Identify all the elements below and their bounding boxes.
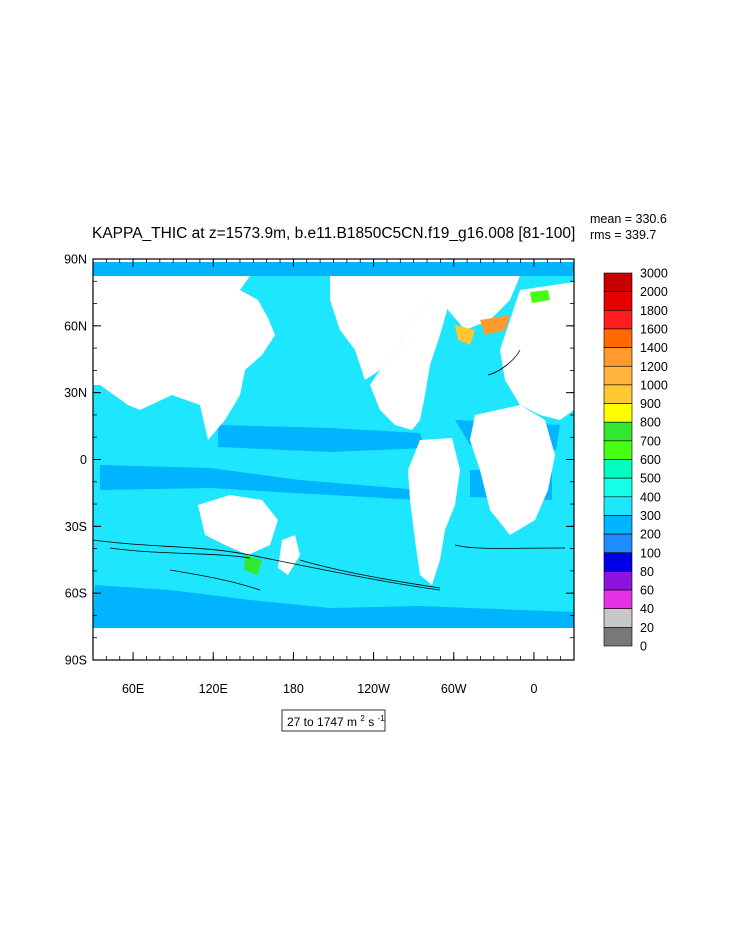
hotspot-nordic: [530, 290, 550, 303]
y-axis: 90N 60N 30N 0 30S 60S 90S: [64, 253, 574, 668]
colorbar-swatch: [603, 365, 633, 386]
colorbar-swatch: [603, 328, 633, 348]
field-band-arctic: [93, 262, 574, 276]
colorbar-label: 400: [640, 490, 661, 504]
field-band-southern-ocean: [93, 585, 574, 628]
y-tick-label: 90S: [65, 654, 87, 668]
contours: [93, 349, 566, 591]
colorbar-label: 40: [640, 602, 654, 616]
field-band-south-equatorial: [100, 465, 420, 500]
colorbar-label: 800: [640, 416, 661, 430]
colorbar-swatch: [603, 347, 633, 367]
y-tick-label: 90N: [64, 253, 87, 267]
rms-stat: rms = 339.7: [590, 228, 656, 242]
colorbar-swatch: [603, 309, 633, 330]
colorbar-swatch: [603, 384, 633, 404]
colorbar-label: 300: [640, 509, 661, 523]
x-tick-label: 120E: [199, 682, 228, 696]
colorbar-label: 500: [640, 472, 661, 486]
colorbar-label: 2000: [640, 285, 668, 299]
land: [93, 276, 574, 660]
x-tick-label: 60W: [441, 682, 467, 696]
colorbar-label: 100: [640, 546, 661, 560]
colorbar-label: 60: [640, 584, 654, 598]
colorbar-label: 3000: [640, 267, 668, 281]
mean-stat: mean = 330.6: [590, 212, 667, 226]
colorbar-swatch: [603, 571, 633, 591]
colorbar-swatch: [603, 589, 633, 609]
x-tick-label: 0: [530, 682, 537, 696]
range-label-sup1: 2: [360, 714, 365, 723]
range-label: 27 to 1747 m 2 s -1: [281, 709, 386, 732]
y-tick-label: 60S: [65, 587, 87, 601]
x-axis: 60E 120E 180 120W 60W 0: [92, 259, 575, 696]
colorbar-label: 1600: [640, 322, 668, 336]
colorbar-label: 0: [640, 640, 647, 654]
range-label-mid: s: [368, 715, 374, 729]
colorbar-swatch: [603, 291, 633, 311]
map-panel: [92, 258, 575, 661]
colorbar-swatch: [603, 533, 633, 554]
colorbar-swatch: [603, 496, 633, 516]
x-tick-label: 180: [283, 682, 304, 696]
colorbar-label: 1800: [640, 304, 668, 318]
y-tick-label: 30N: [64, 386, 87, 400]
hotspot-greenland: [480, 315, 510, 335]
range-label-sup2: -1: [378, 714, 386, 723]
colorbar-label: 1000: [640, 378, 668, 392]
hotspot-tasman: [244, 555, 262, 575]
chart-title: KAPPA_THIC at z=1573.9m, b.e11.B1850C5CN…: [92, 225, 575, 242]
range-label-prefix: 27 to 1747 m: [287, 715, 357, 729]
colorbar-swatch: [603, 272, 633, 292]
colorbar-label: 600: [640, 453, 661, 467]
colorbar: 3000200018001600140012001000900800700600…: [603, 267, 668, 654]
colorbar-swatch: [603, 552, 633, 572]
colorbar-label: 80: [640, 565, 654, 579]
colorbar-swatch: [603, 459, 633, 479]
colorbar-label: 20: [640, 621, 654, 635]
colorbar-label: 200: [640, 528, 661, 542]
y-tick-label: 60N: [64, 319, 87, 333]
colorbar-swatch: [603, 421, 633, 442]
colorbar-label: 700: [640, 434, 661, 448]
colorbar-label: 900: [640, 397, 661, 411]
field-band-equatorial-pacific: [218, 425, 425, 452]
colorbar-swatch: [603, 403, 633, 423]
colorbar-swatch: [603, 515, 633, 535]
y-tick-label: 0: [80, 453, 87, 467]
y-tick-label: 30S: [65, 520, 87, 534]
colorbar-swatch: [603, 477, 633, 498]
colorbar-swatch: [603, 440, 633, 460]
x-tick-label: 60E: [122, 682, 144, 696]
hotspot-labrador: [455, 325, 475, 345]
colorbar-swatch: [603, 627, 633, 647]
colorbar-label: 1200: [640, 360, 668, 374]
colorbar-swatch: [603, 608, 633, 628]
svg-text:27 to 1747 m 2 s: 27 to 1747 m 2 s -1: [287, 710, 385, 729]
colorbar-label: 1400: [640, 341, 668, 355]
x-tick-label: 120W: [357, 682, 390, 696]
